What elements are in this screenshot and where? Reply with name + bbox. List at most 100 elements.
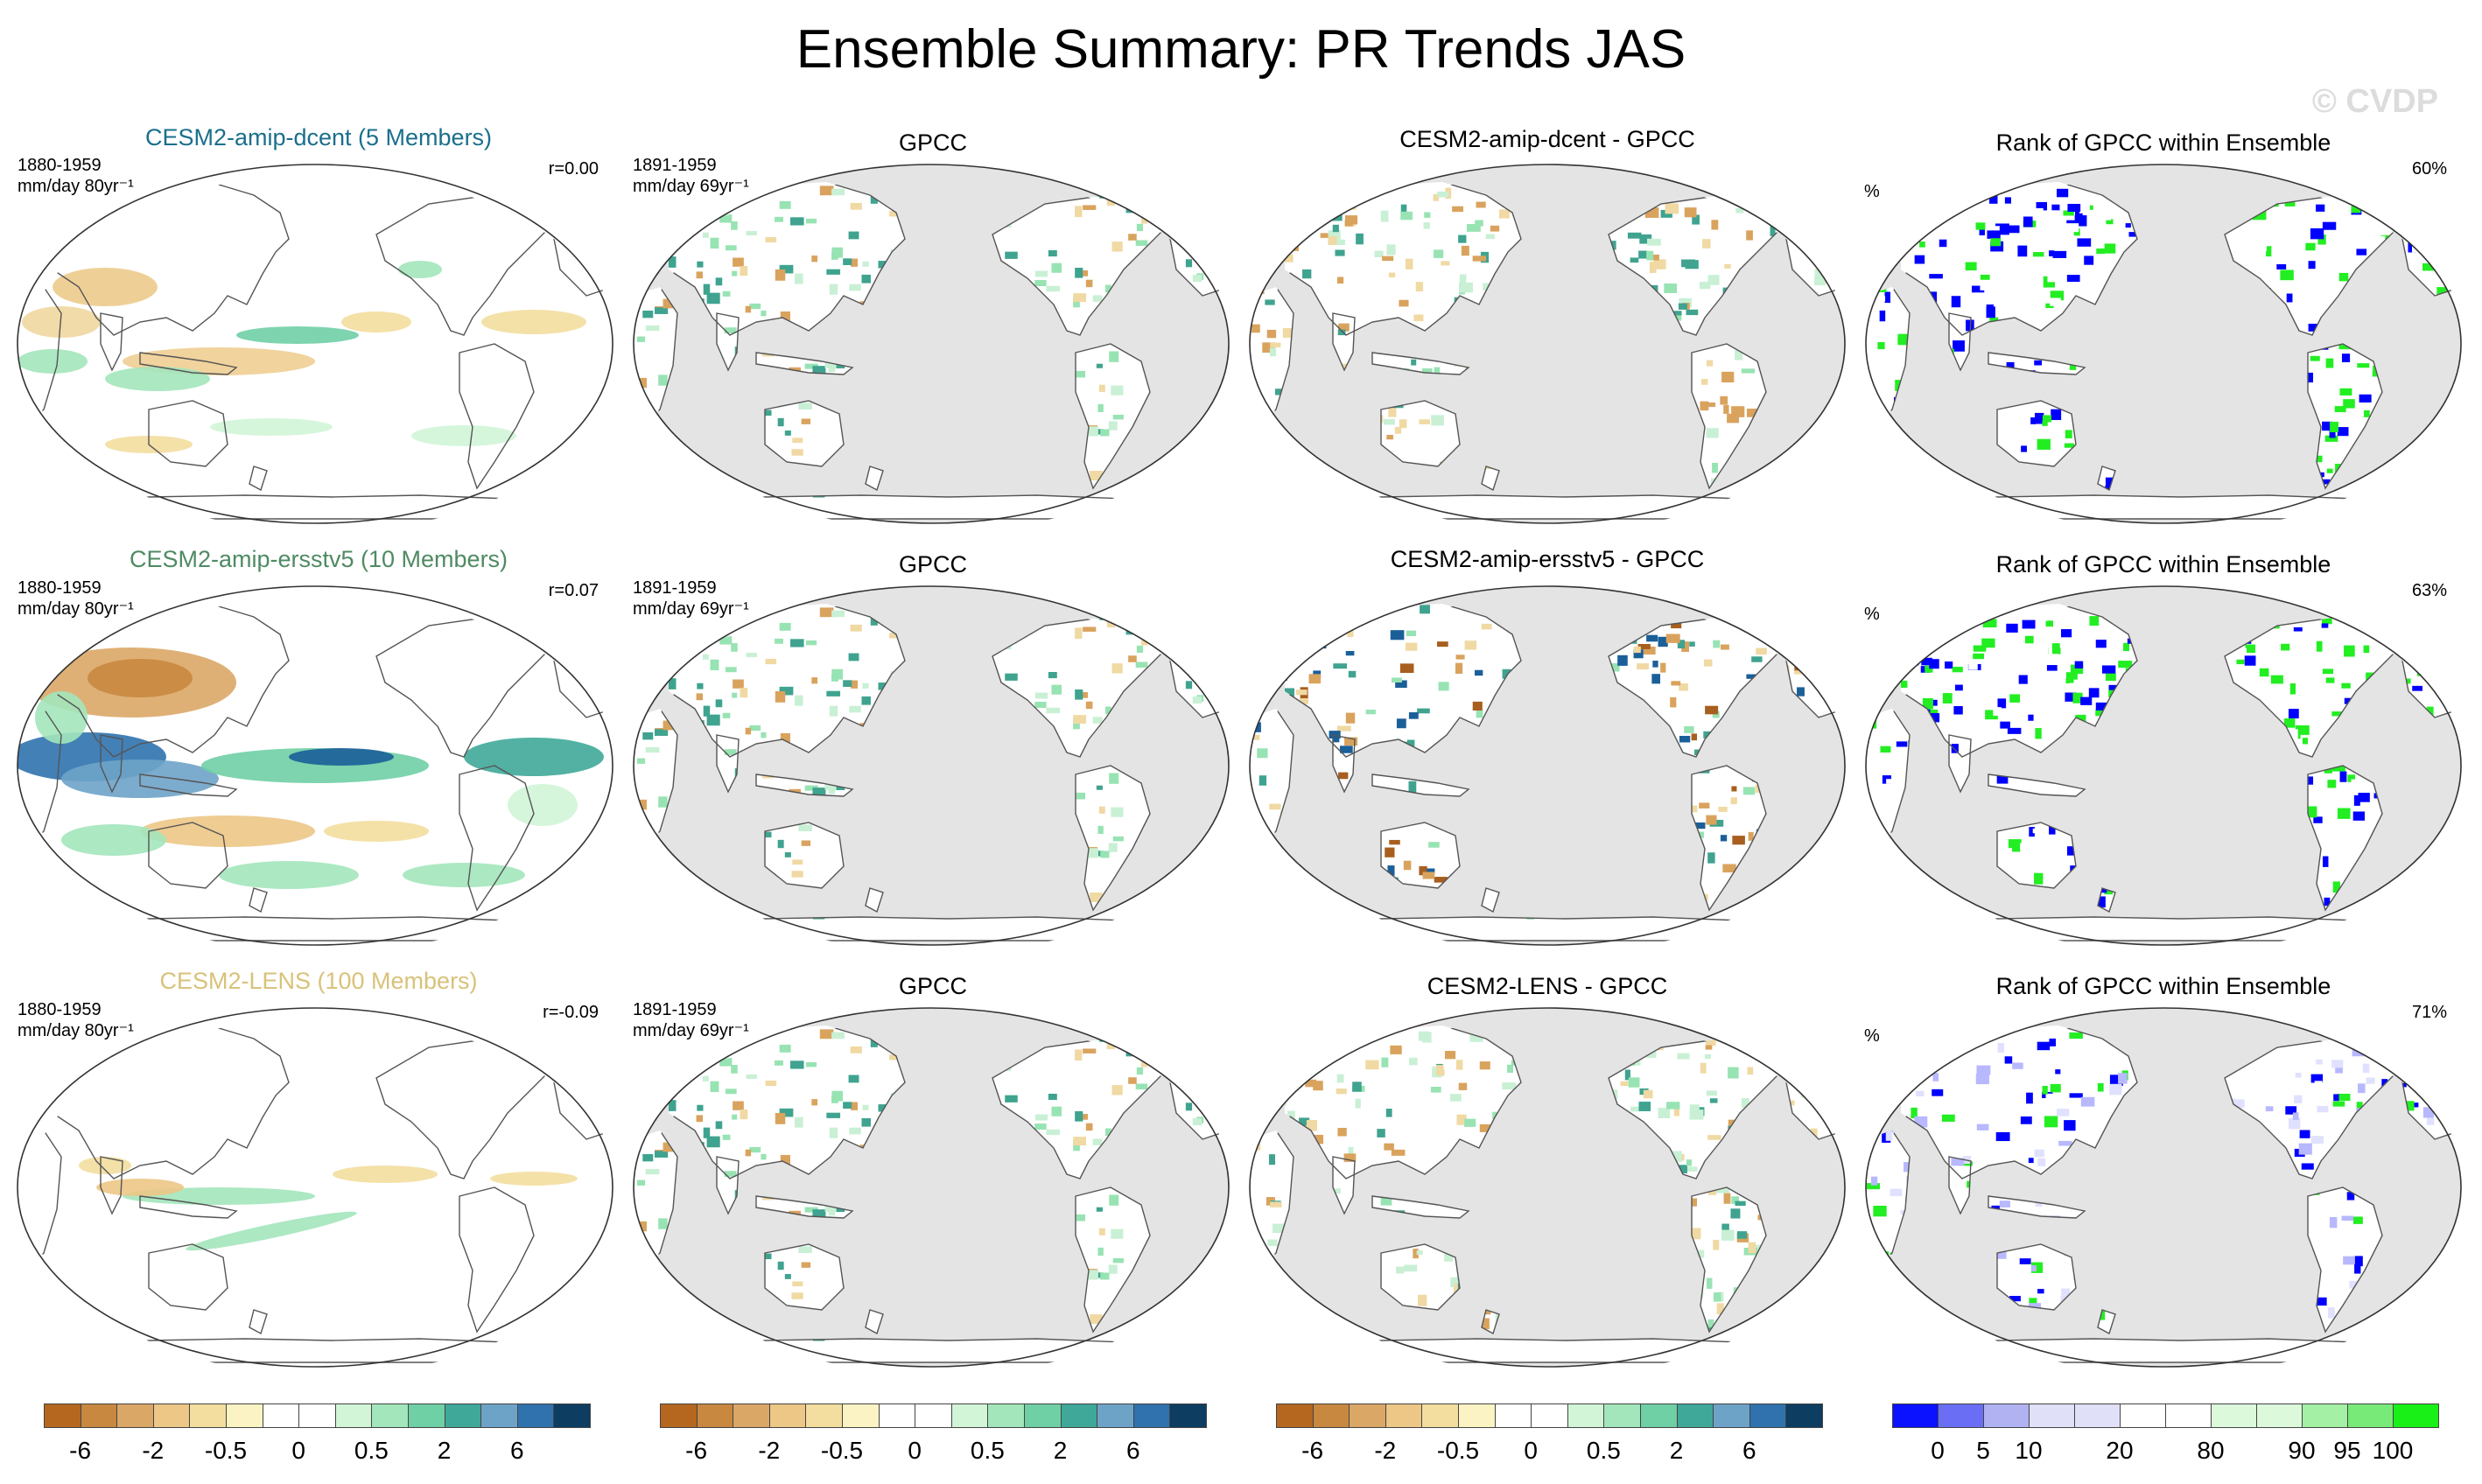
row1-model-r: r=0.00 (548, 159, 599, 178)
colorbar-cell (516, 1404, 555, 1428)
colorbar-cell (2165, 1404, 2212, 1428)
row1-obs-title: GPCC (898, 130, 968, 156)
colorbar-cell (1097, 1404, 1134, 1428)
row3-model-units: mm/day 80yr⁻¹ (18, 1021, 134, 1040)
row1-model-title: CESM2-amip-dcent (5 Members) (144, 124, 493, 150)
colorbar-cell (660, 1404, 698, 1428)
colorbar-tick-label: -6 (685, 1437, 708, 1464)
colorbar-cell (1024, 1404, 1062, 1428)
colorbar-cell (696, 1404, 734, 1428)
colorbar-cell (2211, 1404, 2257, 1428)
colorbar-cell (152, 1404, 191, 1428)
colorbar-tick-label: -6 (1301, 1437, 1324, 1464)
colorbar-cell (1060, 1404, 1098, 1428)
row2-diff-map (1249, 585, 1846, 946)
colorbar-cell (1892, 1404, 1939, 1428)
row3-rank-title: Rank of GPCC within Ensemble (1995, 973, 2331, 999)
row2-rank-map (1865, 585, 2462, 946)
colorbar-tick-label: 20 (2106, 1437, 2134, 1464)
colorbar-cell (1749, 1404, 1787, 1428)
row2-diff-title: CESM2-amip-ersstv5 - GPCC (1390, 546, 1705, 572)
colorbar-cell (1169, 1404, 1207, 1428)
colorbar-tick-label: -2 (1374, 1437, 1397, 1464)
colorbar-cell (1421, 1404, 1459, 1428)
colorbar-cell (1603, 1404, 1641, 1428)
colorbar-cell (408, 1404, 445, 1428)
cvdp-watermark: © CVDP (2311, 83, 2438, 120)
colorbar-trend-2: -6 -2 -0.5 0 0.5 2 6 (660, 1404, 1207, 1474)
colorbar-tick-label: -0.5 (820, 1437, 864, 1464)
row3-diff-map (1249, 1007, 1846, 1368)
colorbar-cell (950, 1404, 989, 1428)
colorbar-cell (2256, 1404, 2303, 1428)
colorbar-cell (1983, 1404, 2030, 1428)
colorbar-cell (1385, 1404, 1423, 1428)
colorbar-tick-label: 2 (1053, 1437, 1068, 1464)
colorbar-tick-label: 0 (908, 1437, 922, 1464)
colorbar-cell (987, 1404, 1025, 1428)
row3-rank-pct: 71% (2411, 1003, 2447, 1022)
row2-model-r: r=0.07 (548, 581, 599, 600)
colorbar-tick-label: 0.5 (970, 1437, 1005, 1464)
colorbar-tick-label: 6 (1126, 1437, 1140, 1464)
colorbar-cell (80, 1404, 118, 1428)
row2-obs-title: GPCC (898, 551, 968, 578)
row1-diff-map (1249, 164, 1846, 524)
row1-rank-title: Rank of GPCC within Ensemble (1995, 130, 2331, 156)
row1-obs-units: mm/day 69yr⁻¹ (633, 177, 749, 196)
row3-rank-map (1865, 1007, 2462, 1368)
colorbar-trend-1: -6 -2 -0.5 0 0.5 2 6 (44, 1404, 591, 1474)
row3-model-title: CESM2-LENS (100 Members) (159, 968, 478, 994)
colorbar-cell (1132, 1404, 1171, 1428)
colorbar-tick-label: -6 (69, 1437, 92, 1464)
row1-obs-period: 1891-1959 (633, 156, 717, 175)
row2-rank-title: Rank of GPCC within Ensemble (1995, 551, 2331, 578)
colorbar-cell (768, 1404, 807, 1428)
colorbar-tick-label: -2 (758, 1437, 781, 1464)
colorbar-cell (878, 1404, 916, 1428)
colorbar-cell (842, 1404, 880, 1428)
colorbar-cell (2120, 1404, 2166, 1428)
row2-obs-period: 1891-1959 (633, 578, 717, 598)
colorbar-cell (1567, 1404, 1605, 1428)
colorbar-tick-label: 5 (1976, 1437, 1990, 1464)
colorbar-tick-label: -0.5 (1436, 1437, 1480, 1464)
colorbar-trend-3: -6 -2 -0.5 0 0.5 2 6 (1276, 1404, 1823, 1474)
colorbar-cell (1531, 1404, 1568, 1428)
colorbar-tick-label: -2 (142, 1437, 165, 1464)
colorbar-cell (334, 1404, 373, 1428)
row3-diff-title: CESM2-LENS - GPCC (1427, 973, 1668, 999)
colorbar-cell (298, 1404, 336, 1428)
colorbar-tick-label: 0 (1524, 1437, 1538, 1464)
row1-model-map (17, 164, 613, 524)
colorbar-cell (2347, 1404, 2394, 1428)
colorbar-cell (2029, 1404, 2075, 1428)
row1-model-period: 1880-1959 (18, 156, 102, 175)
row1-diff-title: CESM2-amip-dcent - GPCC (1399, 126, 1695, 152)
colorbar-tick-label: -0.5 (204, 1437, 248, 1464)
row1-model-units: mm/day 80yr⁻¹ (18, 177, 134, 196)
row2-model-units: mm/day 80yr⁻¹ (18, 599, 134, 619)
row2-obs-map (633, 585, 1230, 946)
colorbar-tick-label: 0.5 (1586, 1437, 1621, 1464)
colorbar-cell (1494, 1404, 1532, 1428)
colorbar-cell (1312, 1404, 1350, 1428)
colorbar-cell (915, 1404, 952, 1428)
colorbar-cell (1458, 1404, 1496, 1428)
row3-model-r: r=-0.09 (543, 1003, 599, 1022)
row3-rank-unit: % (1864, 1026, 1880, 1046)
colorbar-cell (1349, 1404, 1386, 1428)
colorbar-cell (805, 1404, 843, 1428)
row3-obs-period: 1891-1959 (633, 1000, 717, 1019)
row2-model-period: 1880-1959 (18, 578, 102, 598)
row2-model-title: CESM2-amip-ersstv5 (10 Members) (129, 546, 508, 572)
colorbar-tick-label: 2 (1669, 1437, 1684, 1464)
row2-model-map (17, 585, 613, 946)
row1-rank-pct: 60% (2411, 159, 2447, 178)
row3-model-map (17, 1007, 613, 1368)
row2-rank-pct: 63% (2411, 581, 2447, 600)
colorbar-tick-label: 6 (1742, 1437, 1756, 1464)
row1-obs-map (633, 164, 1230, 524)
colorbar-cell (1713, 1404, 1750, 1428)
colorbar-cell (480, 1404, 518, 1428)
